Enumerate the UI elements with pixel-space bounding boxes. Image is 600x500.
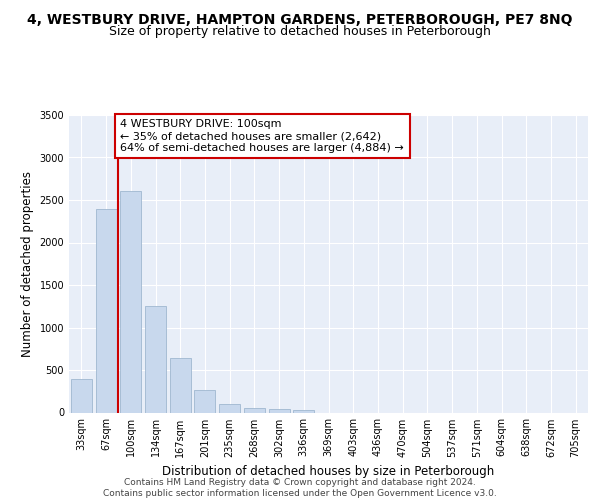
Bar [145, 306, 166, 412]
Bar [120, 192, 141, 412]
Bar [244, 408, 265, 412]
Text: Size of property relative to detached houses in Peterborough: Size of property relative to detached ho… [109, 25, 491, 38]
Bar [219, 404, 240, 412]
Bar [194, 390, 215, 412]
X-axis label: Distribution of detached houses by size in Peterborough: Distribution of detached houses by size … [163, 465, 494, 478]
Bar [269, 408, 290, 412]
Text: 4 WESTBURY DRIVE: 100sqm
← 35% of detached houses are smaller (2,642)
64% of sem: 4 WESTBURY DRIVE: 100sqm ← 35% of detach… [121, 120, 404, 152]
Bar [293, 410, 314, 412]
Bar [170, 358, 191, 412]
Text: Contains HM Land Registry data © Crown copyright and database right 2024.
Contai: Contains HM Land Registry data © Crown c… [103, 478, 497, 498]
Y-axis label: Number of detached properties: Number of detached properties [21, 171, 34, 357]
Bar [95, 210, 116, 412]
Text: 4, WESTBURY DRIVE, HAMPTON GARDENS, PETERBOROUGH, PE7 8NQ: 4, WESTBURY DRIVE, HAMPTON GARDENS, PETE… [27, 12, 573, 26]
Bar [71, 378, 92, 412]
